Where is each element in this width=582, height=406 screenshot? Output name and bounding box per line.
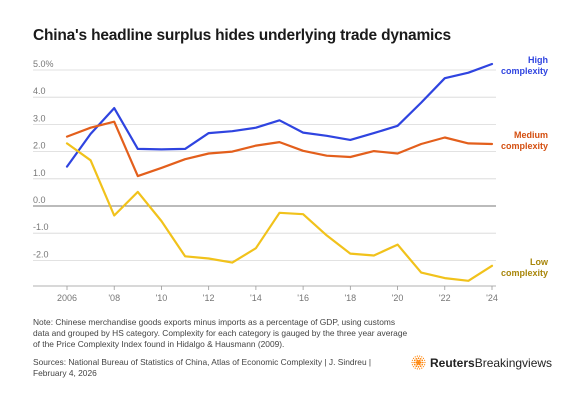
chart-note: Note: Chinese merchandise goods exports … [33,317,408,350]
x-tick-label: '24 [486,293,498,303]
x-tick-label: '16 [297,293,309,303]
reuters-logo-icon [411,355,426,370]
series-line-low-complexity [65,142,494,282]
logo-product: Breakingviews [474,355,553,370]
series-label-medium-complexity: Medium complexity [501,130,548,151]
y-tick-label: -1.0 [33,222,49,232]
x-tick-label: '08 [108,293,120,303]
y-tick-label: 4.0 [33,86,46,96]
y-tick-label: 3.0 [33,113,46,123]
reuters-breakingviews-logo: Reuters Breakingviews [411,355,552,370]
logo-brand: Reuters [430,355,475,370]
x-tick-label: '12 [203,293,215,303]
x-tick-label: 2006 [57,293,77,303]
y-tick-label: 1.0 [33,168,46,178]
chart-sources: Sources: National Bureau of Statistics o… [33,357,372,379]
series-label-high-complexity: High complexity [501,55,548,76]
x-tick-label: '20 [392,293,404,303]
series-line-medium-complexity [65,120,494,178]
y-tick-label: -2.0 [33,249,49,259]
y-tick-label: 5.0% [33,59,54,69]
series-line-high-complexity [65,62,494,168]
x-tick-label: '22 [439,293,451,303]
series-label-low-complexity: Low complexity [501,257,549,278]
y-tick-label: 2.0 [33,141,46,151]
chart-title: China's headline surplus hides underlyin… [33,27,451,44]
x-tick-label: '18 [344,293,356,303]
x-tick-label: '10 [156,293,168,303]
x-tick-label: '14 [250,293,262,303]
y-tick-label: 0.0 [33,195,46,205]
